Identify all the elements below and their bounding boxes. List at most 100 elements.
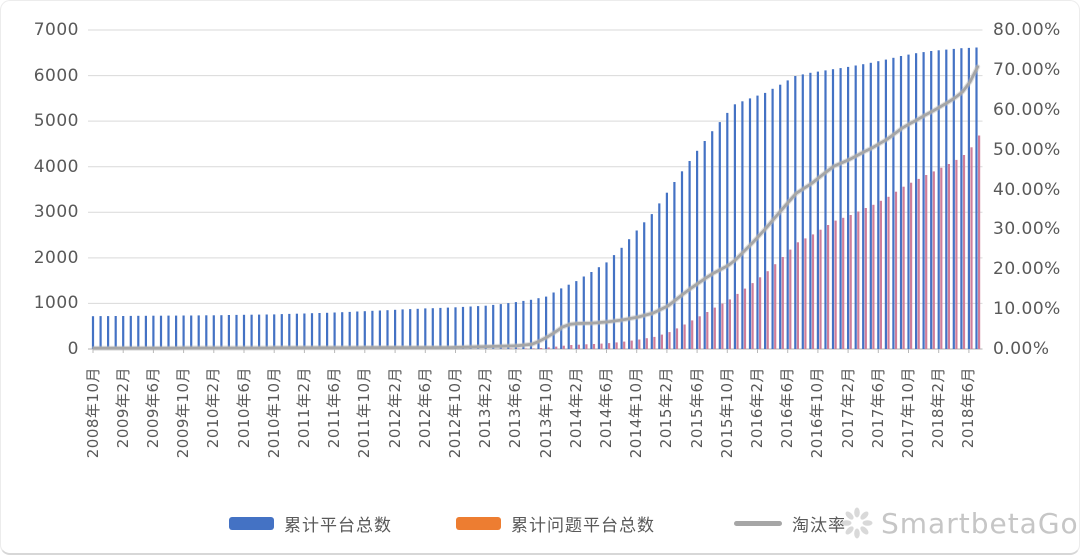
- bar-problem-platforms: [743, 288, 747, 349]
- bar-problem-platforms: [872, 204, 875, 349]
- x-axis-label: 2011年10月: [355, 367, 374, 459]
- bar-total-platforms: [190, 315, 193, 349]
- smartbetago-logo-icon: [841, 507, 873, 539]
- bar-problem-platforms: [834, 220, 837, 349]
- x-axis-label: 2015年10月: [717, 367, 736, 459]
- bar-total-platforms: [144, 315, 147, 349]
- bar-total-platforms: [831, 69, 835, 349]
- bar-problem-platforms: [608, 343, 611, 349]
- bar-total-platforms: [348, 311, 351, 349]
- bar-total-platforms: [175, 315, 178, 349]
- bar-total-platforms: [801, 74, 804, 350]
- x-axis-label: 2016年2月: [748, 367, 766, 449]
- bar-problem-platforms: [819, 229, 822, 349]
- y-axis-right-label: 10.00%: [993, 299, 1061, 320]
- bar-problem-platforms: [781, 257, 784, 349]
- y-axis-left-label: 1000: [33, 293, 79, 314]
- bar-total-platforms: [258, 314, 261, 349]
- bar-total-platforms: [680, 171, 684, 349]
- bar-total-platforms: [333, 312, 336, 349]
- bar-problem-platforms: [910, 182, 913, 349]
- x-axis-label: 2016年6月: [778, 367, 797, 449]
- bar-total-platforms: [326, 312, 329, 349]
- bar-problem-platforms: [570, 345, 573, 349]
- bar-problem-platforms: [577, 344, 580, 349]
- bar-total-platforms: [967, 47, 970, 350]
- bar-total-platforms: [273, 314, 276, 349]
- x-axis-label: 2016年10月: [808, 367, 827, 459]
- bar-total-platforms: [310, 313, 314, 349]
- y-axis-left-label: 0: [67, 339, 79, 359]
- x-axis-label: 2013年10月: [536, 367, 555, 459]
- y-axis-right-label: 30.00%: [993, 219, 1061, 240]
- y-axis-left-label: 6000: [33, 65, 79, 86]
- legend-label-elimination-rate: 淘汰率: [792, 515, 846, 536]
- bar-problem-platforms: [645, 338, 648, 349]
- bar-problem-platforms: [887, 196, 890, 349]
- bar-total-platforms: [560, 288, 563, 349]
- x-axis-label: 2018年2月: [929, 367, 948, 449]
- bar-total-platforms: [107, 316, 110, 349]
- x-axis-label: 2009年10月: [174, 367, 193, 459]
- rate-line: [91, 64, 981, 351]
- x-axis-label: 2017年10月: [899, 367, 917, 459]
- y-axis-right-label: 0.00%: [993, 339, 1050, 359]
- bar-total-platforms: [137, 315, 140, 349]
- bar-total-platforms: [786, 80, 789, 350]
- bar-total-platforms: [673, 182, 676, 349]
- bar-problem-platforms: [691, 320, 694, 349]
- bar-total-platforms: [492, 304, 495, 349]
- x-axis-label: 2014年6月: [597, 367, 615, 449]
- bar-total-platforms: [575, 281, 578, 349]
- bar-problem-platforms: [932, 171, 935, 349]
- y-axis-right-label: 20.00%: [993, 259, 1061, 280]
- bar-total-platforms: [91, 316, 95, 349]
- bar-total-platforms: [363, 311, 366, 349]
- y-axis-right-label: 70.00%: [993, 59, 1061, 80]
- watermark-text: SmartbetaGo: [881, 506, 1079, 540]
- bar-total-platforms: [386, 310, 389, 349]
- bar-problem-platforms: [540, 348, 543, 349]
- bar-total-platforms: [182, 315, 185, 349]
- x-axis-label: 2010年6月: [234, 367, 253, 449]
- bar-total-platforms: [499, 304, 502, 349]
- bar-total-platforms: [114, 316, 117, 349]
- bar-total-platforms: [409, 309, 412, 349]
- bar-problem-platforms: [955, 159, 958, 349]
- bar-total-platforms: [794, 76, 797, 349]
- bar-total-platforms: [605, 262, 608, 349]
- bar-problem-platforms: [902, 186, 905, 349]
- bar-total-platforms: [884, 59, 887, 349]
- bar-total-platforms: [159, 315, 163, 349]
- x-axis-label: 2012年10月: [446, 367, 464, 459]
- bar-total-platforms: [643, 222, 646, 349]
- bar-total-platforms: [869, 62, 872, 350]
- bar-total-platforms: [612, 255, 616, 349]
- bar-total-platforms: [635, 230, 638, 349]
- bar-total-platforms: [590, 272, 593, 349]
- bar-total-platforms: [733, 104, 736, 349]
- bar-total-platforms: [303, 313, 306, 349]
- legend-label-total-platforms: 累计平台总数: [284, 515, 392, 536]
- bar-problem-platforms: [630, 340, 633, 349]
- bar-total-platforms: [484, 305, 487, 349]
- bar-total-platforms: [779, 84, 782, 349]
- bar-total-platforms: [129, 315, 132, 349]
- bar-total-platforms: [597, 267, 600, 349]
- bar-total-platforms: [341, 312, 344, 349]
- bar-problem-platforms: [970, 147, 973, 349]
- bar-total-platforms: [205, 315, 208, 349]
- y-axis-left-label: 3000: [33, 202, 79, 223]
- bar-total-platforms: [567, 284, 570, 349]
- bar-problem-platforms: [592, 344, 596, 349]
- x-axis-label: 2015年2月: [657, 367, 676, 449]
- bar-problem-platforms: [864, 208, 867, 349]
- bar-total-platforms: [220, 315, 223, 349]
- bar-total-platforms: [756, 95, 759, 349]
- x-axis-label: 2013年6月: [506, 367, 525, 449]
- bar-problem-platforms: [925, 175, 928, 349]
- x-axis-label: 2009年2月: [113, 367, 132, 449]
- x-axis-label: 2017年2月: [838, 367, 857, 449]
- bar-problem-platforms: [842, 217, 845, 349]
